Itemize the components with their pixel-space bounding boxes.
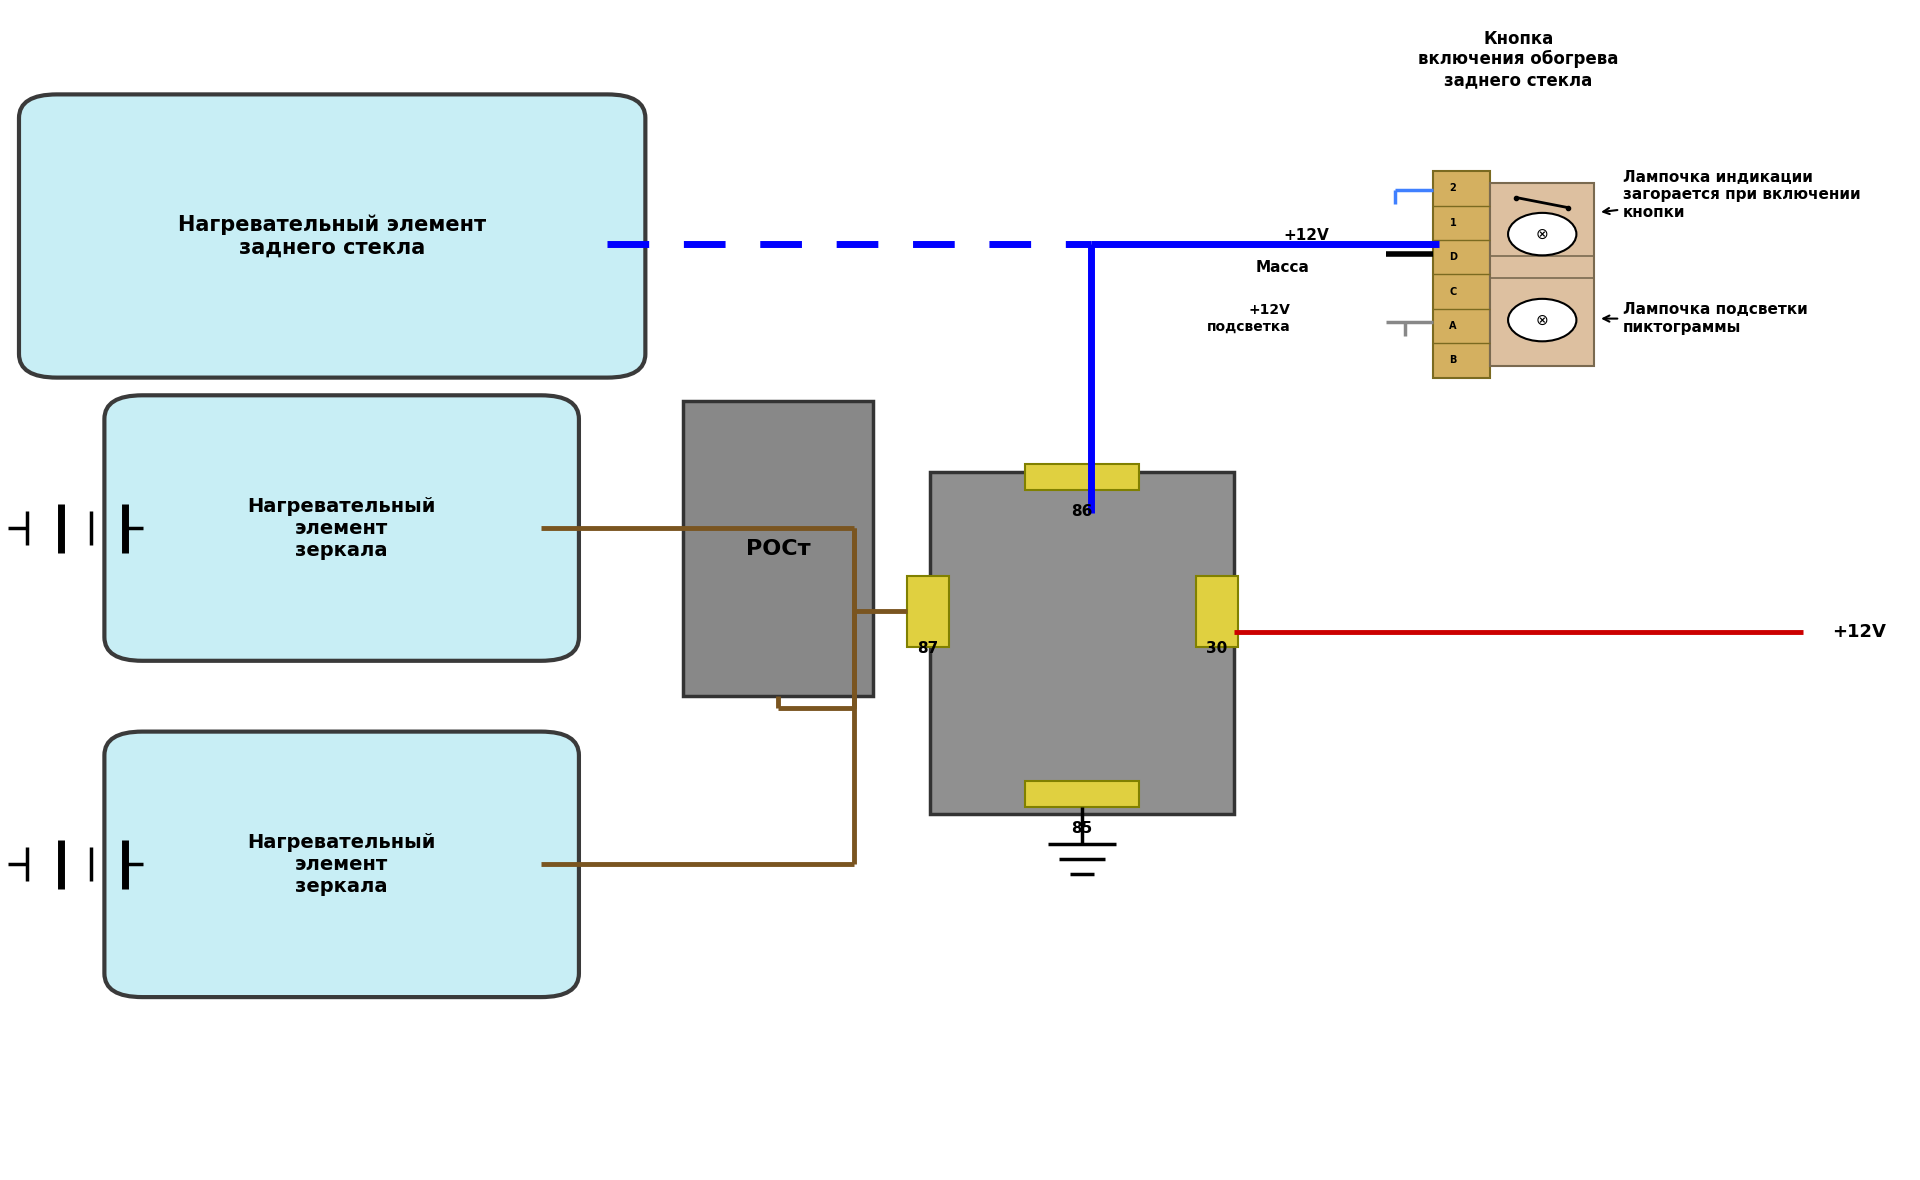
Text: ⊗: ⊗ <box>1536 227 1549 242</box>
Text: 87: 87 <box>918 641 939 656</box>
Text: C: C <box>1450 287 1457 296</box>
Text: Нагревательный
элемент
зеркала: Нагревательный элемент зеркала <box>248 833 436 896</box>
Text: +12V: +12V <box>1832 623 1885 642</box>
Text: 30: 30 <box>1206 641 1227 656</box>
Text: Кнопка
включения обогрева
заднего стекла: Кнопка включения обогрева заднего стекла <box>1419 30 1619 90</box>
Text: Масса: Масса <box>1256 261 1309 275</box>
Text: Лампочка индикации
загорается при включении
кнопки: Лампочка индикации загорается при включе… <box>1603 170 1860 219</box>
Bar <box>929 472 1235 814</box>
Bar <box>1025 781 1139 807</box>
Text: 85: 85 <box>1071 821 1092 837</box>
Text: ⊗: ⊗ <box>1536 313 1549 328</box>
Bar <box>1196 576 1238 647</box>
Bar <box>1025 464 1139 490</box>
Text: +12V: +12V <box>1283 229 1329 243</box>
Bar <box>684 401 874 696</box>
Text: РОСт: РОСт <box>747 539 810 558</box>
Text: D: D <box>1450 253 1457 262</box>
Text: B: B <box>1450 355 1457 366</box>
Text: 86: 86 <box>1071 504 1092 519</box>
FancyBboxPatch shape <box>104 732 580 997</box>
Text: A: A <box>1450 321 1457 330</box>
Text: +12V
подсветка: +12V подсветка <box>1208 303 1290 334</box>
FancyBboxPatch shape <box>104 395 580 661</box>
Text: 2: 2 <box>1450 183 1457 194</box>
FancyBboxPatch shape <box>19 94 645 378</box>
Bar <box>908 576 948 647</box>
Text: Лампочка подсветки
пиктограммы: Лампочка подсветки пиктограммы <box>1603 302 1807 335</box>
Bar <box>1490 183 1594 366</box>
Text: Нагревательный
элемент
зеркала: Нагревательный элемент зеркала <box>248 497 436 559</box>
Circle shape <box>1507 299 1576 341</box>
Bar <box>1432 171 1490 378</box>
Circle shape <box>1507 212 1576 255</box>
Text: 1: 1 <box>1450 218 1457 228</box>
Text: Нагревательный элемент
заднего стекла: Нагревательный элемент заднего стекла <box>179 214 486 258</box>
